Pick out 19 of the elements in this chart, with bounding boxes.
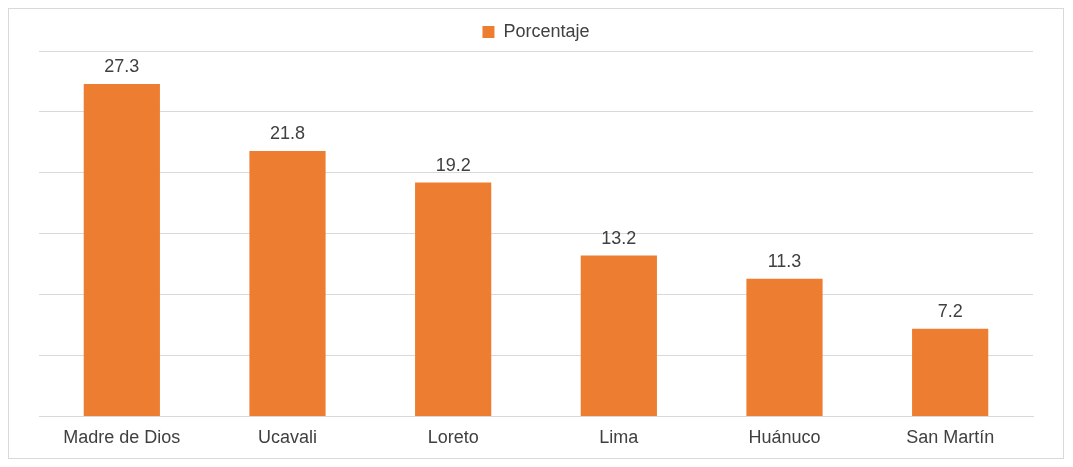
bar (746, 278, 823, 416)
data-label: 21.8 (269, 122, 306, 143)
bar (83, 83, 160, 416)
bar (249, 150, 326, 416)
bar (415, 182, 492, 416)
x-tick-label: San Martín (906, 427, 995, 448)
legend-label: Porcentaje (503, 20, 590, 41)
data-label: 11.3 (767, 250, 802, 271)
x-tick-label: Loreto (427, 427, 479, 448)
bar (912, 328, 989, 416)
bar (580, 255, 657, 416)
data-label: 27.3 (104, 55, 140, 76)
data-label: 19.2 (435, 154, 471, 175)
x-tick-label: Huánuco (748, 427, 821, 448)
data-label: 13.2 (601, 227, 637, 248)
x-tick-label: Madre de Dios (63, 427, 181, 448)
data-label: 7.2 (937, 300, 963, 321)
x-tick-label: Ucavali (257, 427, 318, 448)
x-tick-label: Lima (599, 427, 640, 448)
